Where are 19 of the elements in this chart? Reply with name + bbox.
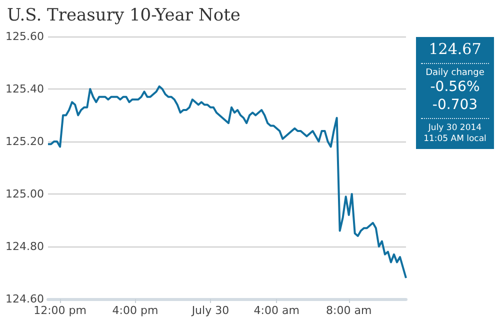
x-tick-label: 4:00 pm — [112, 304, 158, 317]
text: July 30 2014 — [427, 123, 483, 134]
y-tick-label: 124.80 — [6, 240, 44, 253]
x-tick-label: 8:00 am — [326, 304, 372, 317]
y-tick-label: 125.60 — [6, 30, 44, 43]
line-series — [47, 85, 407, 279]
x-tick-label: 12:00 pm — [34, 304, 86, 317]
y-tick-label: 124.60 — [6, 292, 44, 306]
chart-title: U.S. Treasury 10-Year Note — [7, 6, 240, 26]
y-tick-label: 125.00 — [6, 188, 44, 200]
text: -0.703 — [431, 96, 479, 114]
x-tick-label: 4:00 am — [254, 304, 300, 317]
text: Daily change — [424, 68, 486, 79]
x-tick-label: July 30 — [190, 304, 230, 317]
text: 11:05 AM local — [422, 134, 488, 144]
y-tick-label: 125.40 — [6, 82, 44, 96]
y-tick-label: 125.20 — [6, 135, 44, 148]
text: -0.56% — [429, 79, 481, 96]
text: 124.67 — [428, 40, 482, 59]
